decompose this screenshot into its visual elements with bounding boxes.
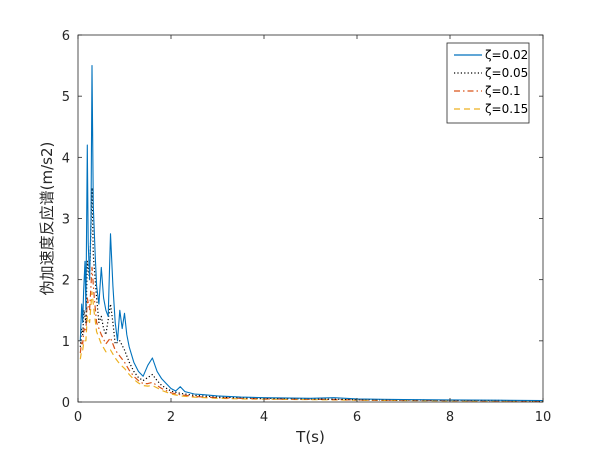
series-line: [79, 291, 544, 402]
y-tick-label: 1: [62, 335, 70, 350]
x-tick-label: 8: [446, 410, 454, 425]
series-layer: [79, 65, 544, 402]
y-tick-label: 4: [62, 151, 70, 166]
legend: ζ=0.02 ζ=0.05 ζ=0.1 ζ=0.15: [446, 42, 530, 124]
series-line: [79, 187, 544, 402]
legend-label: ζ=0.15: [485, 102, 528, 116]
legend-label: ζ=0.05: [485, 66, 528, 80]
y-axis-title: 伪加速度反应谱(m/s2): [38, 142, 56, 296]
legend-label: ζ=0.02: [485, 48, 528, 62]
x-tick-label: 10: [535, 410, 552, 425]
x-axis-title: T(s): [295, 428, 325, 446]
y-tick-label: 5: [62, 90, 70, 105]
x-tick-label: 4: [260, 410, 268, 425]
ticks-layer: 0 2 4 6 8 10 0 1 2 3 4 5 6: [62, 29, 552, 425]
y-tick-label: 3: [62, 213, 70, 228]
x-tick-label: 2: [167, 410, 175, 425]
series-line: [79, 266, 544, 402]
legend-label: ζ=0.1: [485, 84, 521, 98]
y-tick-label: 0: [62, 396, 70, 411]
y-tick-label: 6: [62, 29, 70, 44]
legend-box: [446, 42, 530, 124]
y-tick-label: 2: [62, 274, 70, 289]
x-tick-label: 6: [353, 410, 361, 425]
series-line: [79, 65, 544, 402]
x-tick-label: 0: [74, 410, 82, 425]
